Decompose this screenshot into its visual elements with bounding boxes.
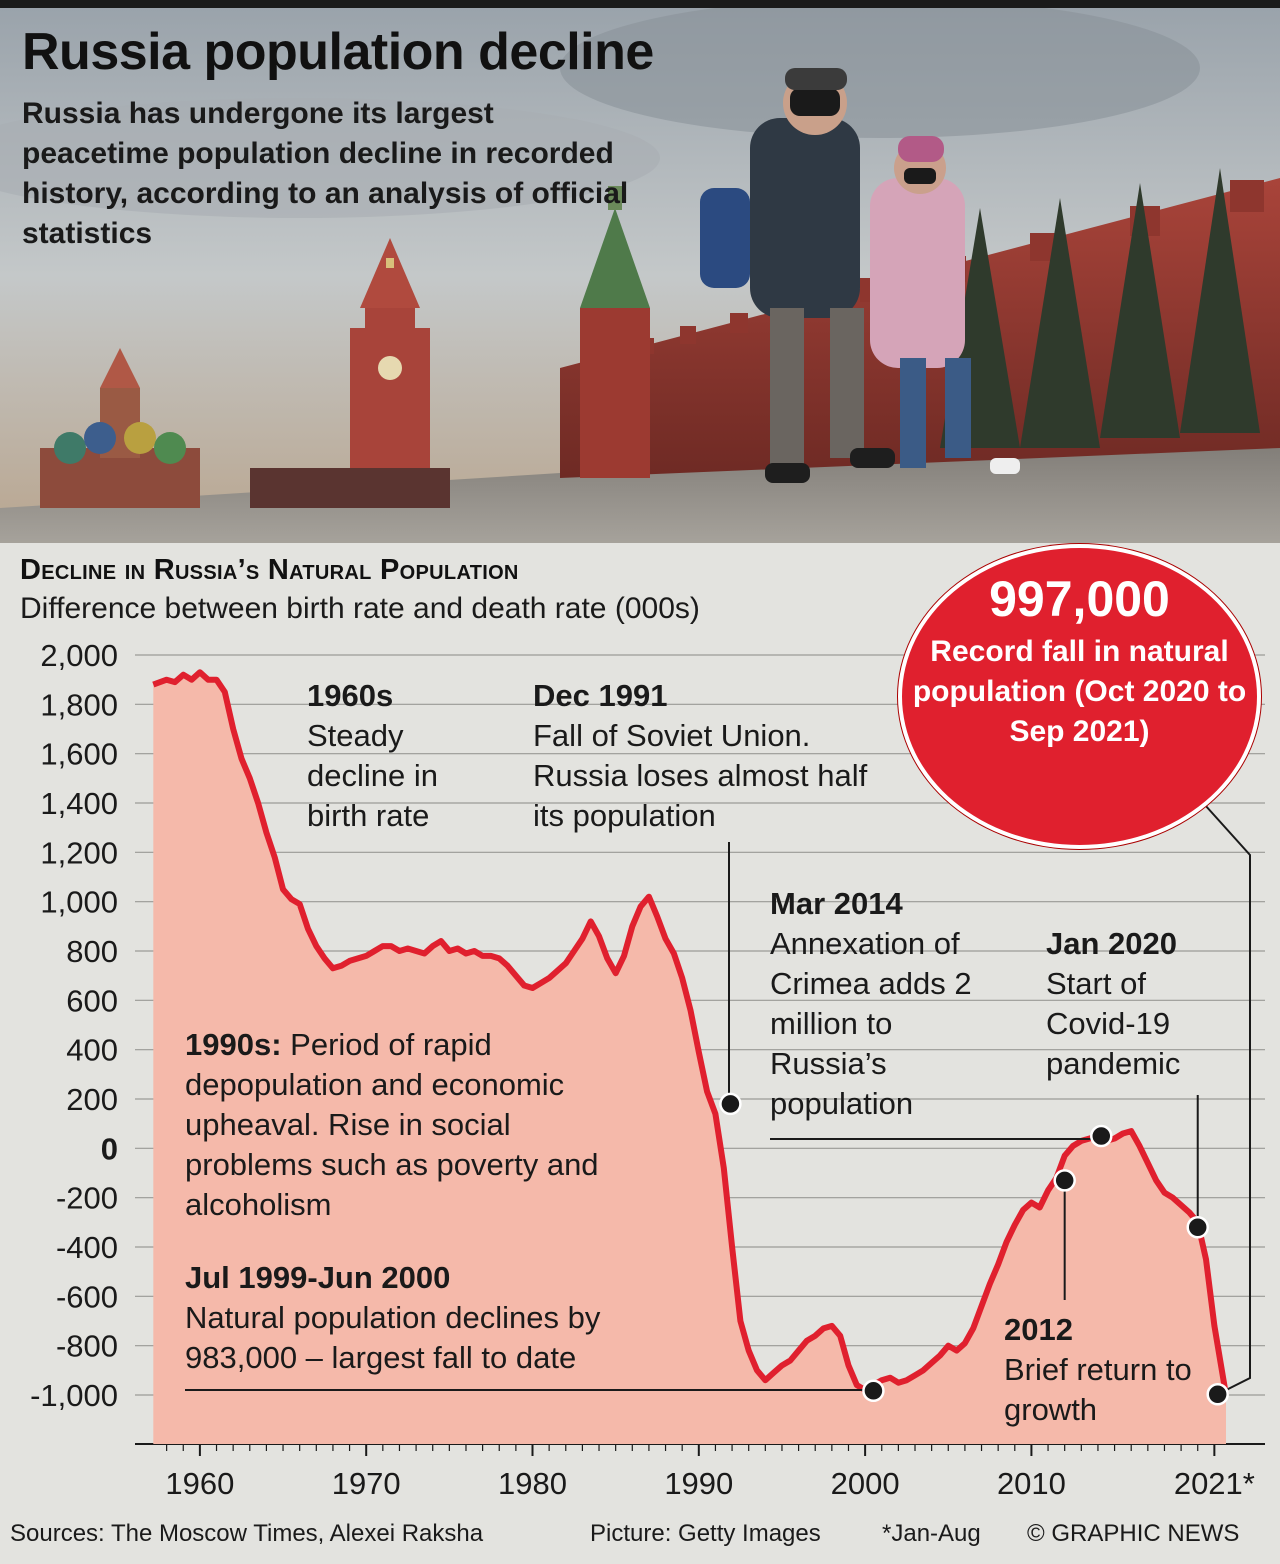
event-marker: [1090, 1124, 1113, 1148]
leader-line: [1204, 804, 1251, 1396]
population-area: [153, 672, 1226, 1444]
chart-title: Decline in Russia’s Natural Population: [20, 554, 519, 586]
photo-illustration: [0, 8, 1280, 543]
y-tick-label: 1,600: [40, 737, 118, 772]
event-marker: [1206, 1383, 1229, 1406]
event-marker: [719, 1092, 742, 1116]
annotation-dec1991: Dec 1991 Fall of Soviet Union. Russia lo…: [533, 676, 878, 836]
annotation-mar2014-title: Mar 2014: [770, 886, 903, 921]
annotation-jul1999: Jul 1999-Jun 2000 Natural population dec…: [185, 1258, 685, 1378]
y-tick-label: 800: [66, 934, 118, 969]
y-tick-label: 1,400: [40, 786, 118, 821]
y-tick-label: -800: [56, 1329, 118, 1364]
y-tick-label: -1,000: [30, 1378, 118, 1413]
y-tick-label: -600: [56, 1279, 118, 1314]
event-marker: [862, 1379, 885, 1403]
leader-line: [770, 1136, 1103, 1140]
chart-subtitle: Difference between birth rate and death …: [20, 592, 700, 625]
annotation-jan2020-title: Jan 2020: [1046, 926, 1177, 961]
annotation-jan2020-text: Start of Covid-19 pandemic: [1046, 966, 1181, 1081]
annotation-1960s: 1960s Steady decline in birth rate: [307, 676, 477, 836]
annotation-1990s-title: 1990s:: [185, 1027, 282, 1062]
footer-sources: Sources: The Moscow Times, Alexei Raksha: [10, 1520, 484, 1547]
annotation-mar2014-text: Annexation of Crimea adds 2 million to R…: [770, 926, 972, 1121]
annotation-2012-title: 2012: [1004, 1312, 1073, 1347]
record-text: Record fall in natural population (Oct 2…: [912, 635, 1247, 748]
annotation-jul1999-text: Natural population declines by 983,000 –…: [185, 1300, 601, 1375]
annotation-2012: 2012 Brief return to growth: [1004, 1310, 1204, 1430]
annotation-dec1991-title: Dec 1991: [533, 678, 668, 713]
annotation-dec1991-text: Fall of Soviet Union. Russia loses almos…: [533, 718, 868, 833]
event-marker: [1053, 1169, 1076, 1192]
footer: Sources: The Moscow Times, Alexei Raksha…: [0, 1512, 1280, 1564]
x-tick-label: 1980: [498, 1466, 567, 1501]
red-square-photo: [0, 8, 1280, 543]
annotation-1960s-text: Steady decline in birth rate: [307, 718, 438, 833]
y-tick-label: -200: [56, 1181, 118, 1216]
annotation-2012-text: Brief return to growth: [1004, 1352, 1192, 1427]
record-fall-badge: 997,000 Record fall in natural populatio…: [898, 544, 1261, 849]
y-tick-label: 1,000: [40, 885, 118, 920]
footer-note: *Jan-Aug: [882, 1520, 981, 1547]
annotation-leaders: [185, 804, 1251, 1396]
y-tick-label: 600: [66, 983, 118, 1018]
footer-picture: Picture: Getty Images: [590, 1520, 821, 1547]
x-tick-label: 1990: [664, 1466, 733, 1501]
x-axis: 1960 1970 1980 1990 2000 2010 2021*: [135, 1443, 1265, 1501]
annotation-1990s-text: Period of rapid depopulation and economi…: [185, 1027, 599, 1222]
population-chart: 2,000 1,800 1,600 1,400 1,200 1,000 800 600 400 2…: [30, 638, 1265, 1501]
event-markers: [719, 1092, 1229, 1406]
population-line: [152, 669, 1229, 1396]
y-tick-label: -400: [56, 1230, 118, 1265]
y-tick-label: 400: [66, 1033, 118, 1068]
annotation-jul1999-title: Jul 1999-Jun 2000: [185, 1260, 451, 1295]
x-tick-label: 2021*: [1174, 1466, 1255, 1501]
record-value: 997,000: [989, 571, 1170, 627]
y-tick-label: 1,800: [40, 687, 118, 722]
top-bar: [0, 0, 1280, 8]
y-tick-label: 2,000: [40, 638, 118, 673]
footer-credit: © GRAPHIC NEWS: [1027, 1520, 1240, 1547]
y-tick-label: 200: [66, 1082, 118, 1117]
annotation-mar2014: Mar 2014 Annexation of Crimea adds 2 mil…: [770, 884, 1000, 1124]
page-subtitle: Russia has undergone its largest peaceti…: [22, 97, 629, 250]
y-tick-label: 1,200: [40, 835, 118, 870]
y-tick-label: 0: [101, 1131, 118, 1166]
x-tick-label: 2010: [997, 1466, 1066, 1501]
annotation-jan2020: Jan 2020 Start of Covid-19 pandemic: [1046, 924, 1216, 1084]
annotation-1960s-title: 1960s: [307, 678, 394, 713]
x-tick-label: 1970: [332, 1466, 401, 1501]
event-marker: [1186, 1216, 1209, 1239]
annotation-1990s: 1990s: Period of rapid depopulation and …: [185, 1025, 635, 1225]
page-title: Russia population decline: [22, 23, 654, 81]
x-tick-label: 1960: [165, 1466, 234, 1501]
x-tick-label: 2000: [831, 1466, 900, 1501]
